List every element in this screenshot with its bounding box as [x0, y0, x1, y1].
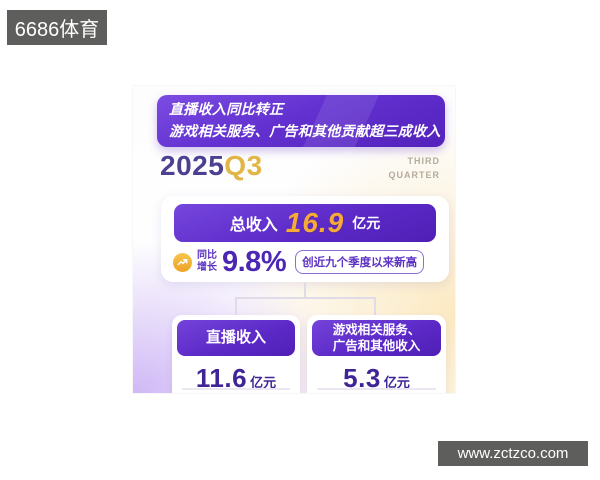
site-logo-text: 6686体育 — [14, 19, 100, 41]
website-watermark-badge: www.zctzco.com — [438, 441, 588, 466]
headline-line-1: 直播收入同比转正 — [169, 101, 284, 118]
connector-drop-left — [235, 297, 237, 316]
total-revenue-card: 总收入 16.9 亿元 同比 增长 9.8% 创近九个季度以来新高 — [161, 196, 449, 282]
quarter-english-bottom: QUARTER — [388, 169, 440, 180]
yoy-growth-label: 同比 增长 — [197, 250, 217, 273]
breakdown-unit: 亿元 — [383, 375, 410, 390]
connector-drop-right — [374, 297, 376, 316]
headline-line-2: 游戏相关服务、广告和其他贡献超三成收入 — [169, 123, 441, 139]
breakdown-header-live-streaming: 直播收入 — [177, 320, 295, 356]
breakdown-header-games-ads-other: 游戏相关服务、 广告和其他收入 — [312, 320, 441, 356]
infographic-poster: 直播收入同比转正 游戏相关服务、广告和其他贡献超三成收入 2025Q3 THIR… — [133, 86, 455, 393]
site-logo-badge: 6686体育 — [7, 10, 107, 45]
quarter-row: 2025Q3 THIRD QUARTER — [160, 150, 440, 182]
website-watermark-text: www.zctzco.com — [457, 445, 569, 462]
total-revenue-unit: 亿元 — [352, 215, 381, 231]
breakdown-card-games-ads-other: 游戏相关服务、 广告和其他收入 5.3 亿元 — [307, 315, 446, 393]
headline-banner: 直播收入同比转正 游戏相关服务、广告和其他贡献超三成收入 — [157, 95, 445, 147]
breakdown-title: 直播收入 — [205, 329, 266, 346]
yoy-growth-row: 同比 增长 9.8% 创近九个季度以来新高 — [173, 246, 441, 278]
total-revenue-value: 16.9 — [285, 207, 345, 238]
connector-bar — [235, 297, 376, 299]
quarter-english-label: THIRD QUARTER — [389, 155, 441, 182]
card-divider — [182, 388, 290, 390]
breakdown-title-line-1: 游戏相关服务、 — [332, 322, 421, 337]
total-revenue-banner: 总收入 16.9 亿元 — [174, 204, 436, 242]
trending-up-icon — [173, 252, 192, 272]
quarter-english-top: THIRD — [407, 156, 440, 166]
breakdown-card-live-streaming: 直播收入 11.6 亿元 — [172, 315, 300, 393]
quarter-number: Q3 — [224, 150, 263, 181]
quarter-label: 2025Q3 — [160, 150, 263, 182]
card-divider — [317, 388, 436, 390]
breakdown-unit: 亿元 — [250, 375, 277, 390]
record-high-note: 创近九个季度以来新高 — [295, 250, 425, 274]
quarter-year: 2025 — [160, 150, 225, 181]
yoy-growth-value: 9.8% — [222, 245, 287, 278]
connector-stem — [304, 282, 306, 298]
breakdown-title-line-2: 广告和其他收入 — [332, 339, 421, 353]
total-revenue-label: 总收入 — [229, 217, 278, 234]
